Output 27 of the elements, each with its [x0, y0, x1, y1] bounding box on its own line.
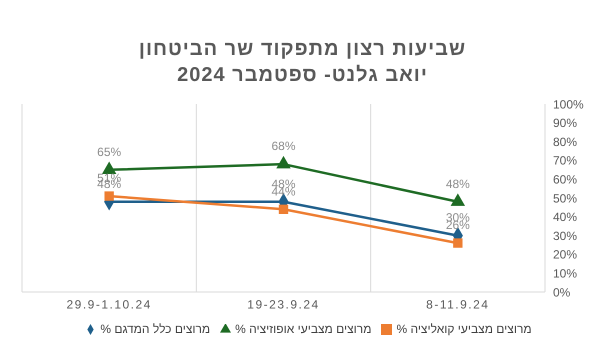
point	[453, 238, 463, 248]
point	[278, 204, 288, 214]
y-tick-label: 80%	[553, 134, 578, 149]
y-tick-label: 10%	[553, 266, 578, 280]
point	[104, 191, 114, 201]
data-label: 65%	[97, 144, 122, 159]
y-tick-label: 0%	[553, 285, 571, 300]
y-tick-label: 60%	[553, 172, 578, 186]
chart-title: שביעות רצון מתפקוד שר הביטחון יואב גלנט- ספטמבר 2024	[138, 37, 468, 88]
point	[276, 156, 290, 168]
y-tick-label: 30%	[553, 228, 578, 243]
y-tick-label: 70%	[553, 154, 578, 168]
y-tick-label: 40%	[553, 210, 578, 224]
legend-label: % מרוצים כלל המדגם	[100, 322, 210, 336]
data-label: 68%	[271, 139, 296, 154]
data-label: 48%	[446, 176, 470, 191]
x-tick-label: 19-23.9.24	[247, 298, 320, 312]
y-tick-label: 20%	[553, 248, 578, 262]
point	[102, 162, 116, 174]
x-tick-label: 29.9-1.10.24	[66, 298, 152, 312]
legend-label: % מרוצים מצביעי אופוזיציה	[235, 322, 372, 336]
point	[450, 194, 465, 206]
y-tick-label: 90%	[553, 116, 578, 130]
x-tick-label: 8-11.9.24	[426, 298, 490, 312]
y-tick-label: 50%	[553, 191, 578, 206]
y-tick-label: 100%	[553, 97, 584, 112]
legend-label: % מרוצים מצביעי קואליציה	[396, 322, 532, 336]
